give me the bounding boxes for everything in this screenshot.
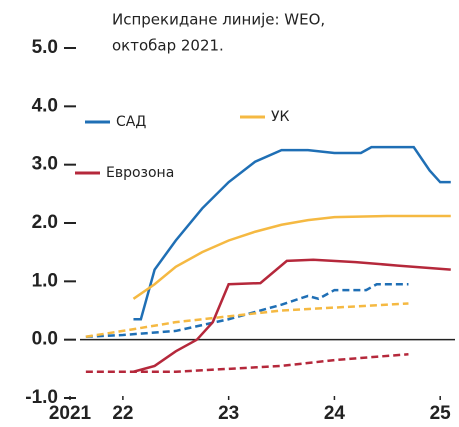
legend-label: УК <box>271 109 290 125</box>
y-tick-label: 3.0 <box>32 154 58 175</box>
y-tick-label: -1.0 <box>25 387 58 408</box>
weo-line <box>85 283 409 338</box>
x-tick-label: 24 <box>324 403 346 424</box>
weo-line <box>85 302 409 338</box>
y-tick-label: 2.0 <box>32 212 58 233</box>
x-tick-label: 23 <box>218 403 239 424</box>
y-tick-label: 5.0 <box>32 37 58 58</box>
legend-label: САД <box>116 114 146 130</box>
series-line <box>132 214 451 300</box>
y-tick-label: 1.0 <box>32 270 58 291</box>
series-line <box>133 145 451 321</box>
legend-label: Еврозона <box>106 165 174 181</box>
x-tick-label: 25 <box>430 403 452 424</box>
y-tick-label: 4.0 <box>32 95 58 116</box>
x-tick-label: 2021 <box>49 403 92 424</box>
annotation: октобар 2021. <box>112 37 224 55</box>
series-line <box>133 258 451 373</box>
annotation: Испрекидане линије: WEO, <box>112 11 325 29</box>
weo-line <box>85 353 409 373</box>
x-tick-label: 22 <box>112 403 133 424</box>
y-tick-label: 0.0 <box>32 329 58 350</box>
